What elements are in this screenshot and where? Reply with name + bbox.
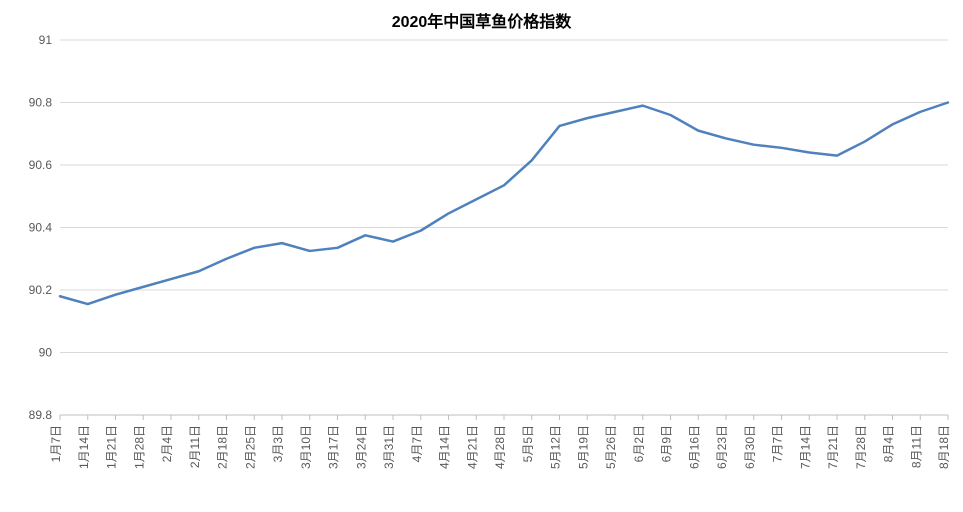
chart-canvas: 89.8 90 90.2 90.4 90.6 90.8 91 1月7日 1月14日 1月21日 1月… [0,0,963,512]
x-tick-label: 3月17日 [327,425,341,469]
x-tick-label: 7月28日 [854,425,868,469]
y-tick-label: 90.6 [29,158,53,172]
x-tick-label: 7月7日 [771,425,785,462]
x-tick-label: 5月26日 [604,425,618,469]
y-tick-label: 90.8 [29,96,53,110]
x-tick-label: 8月18日 [937,425,951,469]
x-tick-label: 1月7日 [49,425,63,462]
x-tick-label: 6月9日 [660,425,674,462]
x-tick-label: 5月12日 [549,425,563,469]
x-tick-label: 3月3日 [271,425,285,462]
x-tick-label: 4月7日 [410,425,424,462]
x-tick-label: 5月5日 [521,425,535,462]
x-tick-label: 1月14日 [77,425,91,469]
x-tick-label: 6月30日 [743,425,757,469]
x-tick-label: 3月31日 [382,425,396,469]
x-tick-label: 6月2日 [632,425,646,462]
x-tick-label: 7月21日 [826,425,840,469]
x-tick-label: 2月11日 [188,425,202,468]
x-tick-label: 5月19日 [576,425,590,469]
x-tick-label: 8月4日 [882,425,896,462]
line-chart: 2020年中国草鱼价格指数 89.89090.290.490.690.8911月… [0,0,963,512]
x-tick-label: 1月21日 [105,425,119,469]
y-tick-label: 90.4 [29,221,53,235]
x-tick-label: 2月4日 [160,425,174,462]
x-tick-label: 7月14日 [798,425,812,469]
x-tick-label: 4月14日 [438,425,452,469]
x-tick-label: 8月11日 [909,425,923,468]
data-line [60,103,948,305]
x-tick-label: 1月28日 [132,425,146,469]
x-tick-label: 3月10日 [299,425,313,469]
x-tick-label: 2月25日 [243,425,257,469]
x-tick-label: 6月23日 [715,425,729,469]
y-tick-label: 91 [39,33,53,47]
x-tick-label: 4月21日 [465,425,479,469]
x-tick-label: 6月16日 [687,425,701,469]
x-tick-label: 2月18日 [216,425,230,469]
x-tick-label: 4月28日 [493,425,507,469]
y-tick-label: 90 [39,346,53,360]
y-tick-label: 89.8 [29,408,53,422]
y-tick-label: 90.2 [29,283,53,297]
x-tick-label: 3月24日 [354,425,368,469]
